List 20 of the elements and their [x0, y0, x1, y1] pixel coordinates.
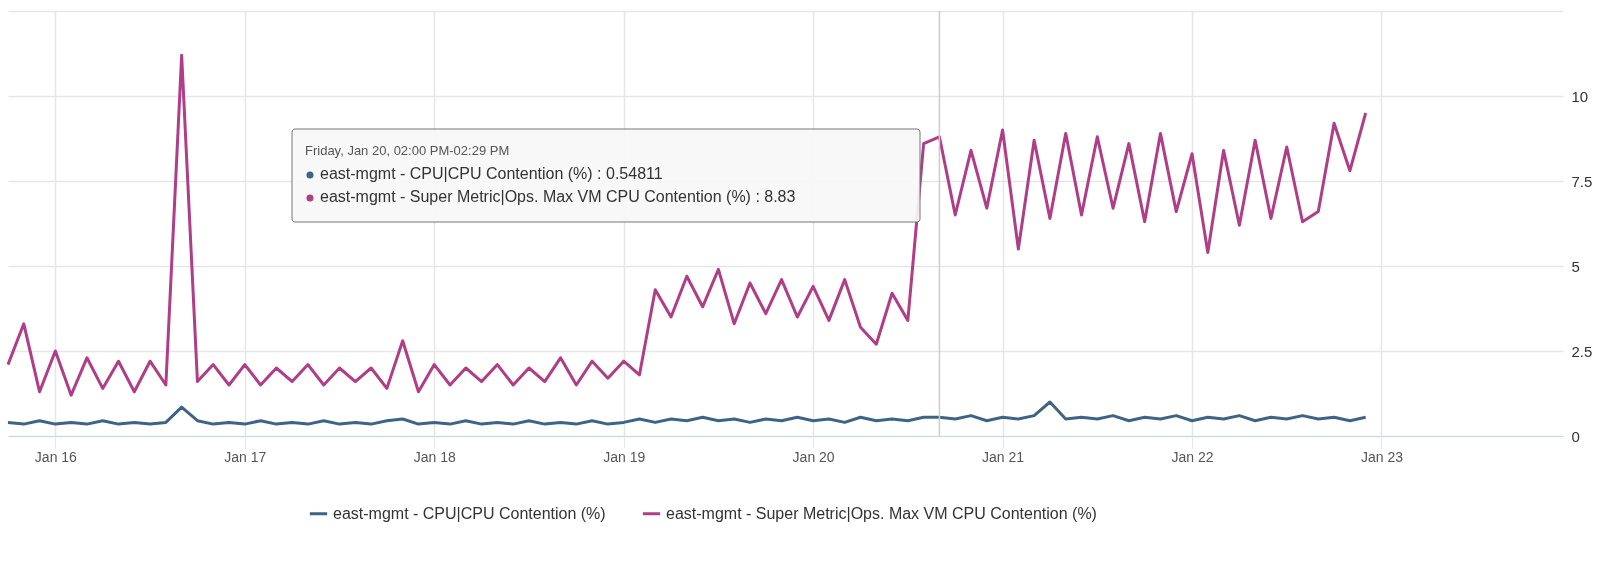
x-tick-label: Jan 20 — [792, 448, 835, 465]
x-tick-label: Jan 23 — [1360, 448, 1404, 465]
x-tick-label: Jan 18 — [413, 448, 456, 465]
annotation: east-mgmt - Super Metric|Ops. Max VM CPU Contention (%) : 8.83 — [320, 188, 796, 205]
x-tick-label: Jan 21 — [982, 448, 1025, 465]
legend-label: east-mgmt - CPU|CPU Contention (%) — [333, 504, 606, 522]
x-tick-label: Jan 17 — [224, 448, 267, 465]
x-tick-label: Jan 19 — [603, 448, 646, 465]
line-series — [6, 53, 1368, 397]
legend-label: east-mgmt - Super Metric|Ops. Max VM CPU Contention (%) — [666, 504, 1097, 522]
y-tick-label: 10 — [1571, 87, 1589, 105]
y-tick-label: 0 — [1571, 427, 1580, 445]
x-tick-label: Jan 16 — [34, 448, 78, 465]
y-tick-label: 7.5 — [1571, 172, 1593, 190]
y-tick-label: 5 — [1571, 257, 1580, 275]
line-series — [6, 400, 1368, 426]
annotation: Friday, Jan 20, 02:00 PM-02:29 PM — [305, 143, 510, 158]
x-tick-label: Jan 22 — [1171, 448, 1214, 465]
annotation: east-mgmt - CPU|CPU Contention (%) : 0.54811 — [320, 165, 663, 182]
y-tick-label: 2.5 — [1571, 342, 1593, 360]
